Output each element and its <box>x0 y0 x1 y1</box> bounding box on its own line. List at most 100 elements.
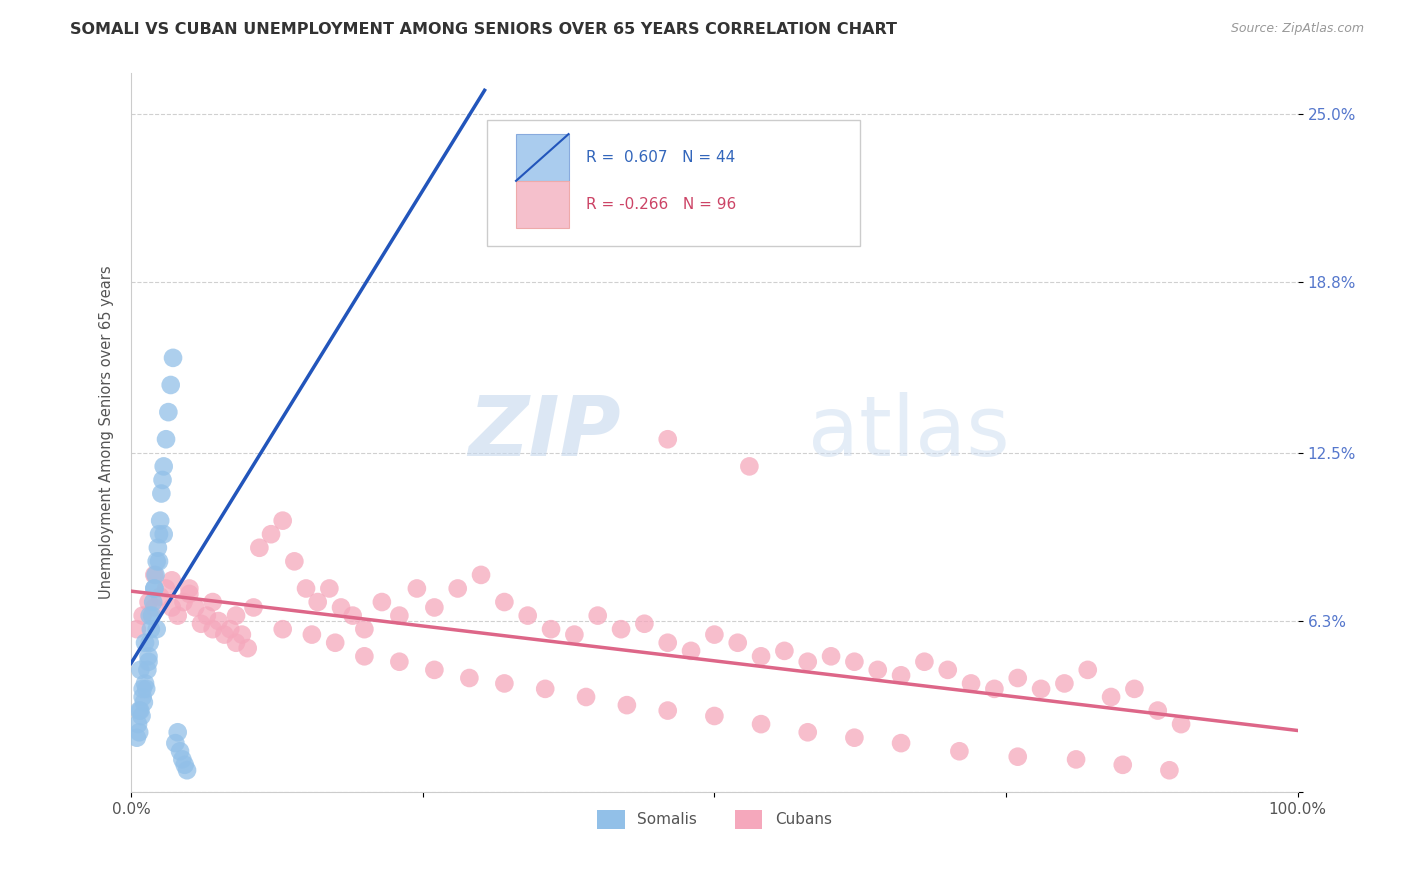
FancyBboxPatch shape <box>516 181 568 227</box>
Point <box>534 681 557 696</box>
Point <box>143 568 166 582</box>
Point <box>152 473 174 487</box>
Point <box>179 582 201 596</box>
Point <box>423 663 446 677</box>
Point <box>219 622 242 636</box>
Point <box>516 608 538 623</box>
Point <box>138 655 160 669</box>
Point <box>131 681 153 696</box>
Point <box>1099 690 1122 704</box>
Point <box>134 676 156 690</box>
Point <box>353 622 375 636</box>
Point <box>796 725 818 739</box>
Point <box>129 704 152 718</box>
Point <box>494 676 516 690</box>
Point <box>371 595 394 609</box>
Point <box>844 655 866 669</box>
Point <box>494 595 516 609</box>
Point <box>236 641 259 656</box>
Point <box>1159 764 1181 778</box>
Point <box>157 405 180 419</box>
Point <box>146 541 169 555</box>
Point <box>1053 676 1076 690</box>
Point <box>330 600 353 615</box>
Point <box>132 695 155 709</box>
Point <box>159 378 181 392</box>
Point <box>1007 671 1029 685</box>
Point <box>1007 749 1029 764</box>
Point <box>143 582 166 596</box>
Point <box>152 459 174 474</box>
Text: R =  0.607   N = 44: R = 0.607 N = 44 <box>586 150 735 165</box>
Point <box>134 636 156 650</box>
Point <box>1123 681 1146 696</box>
Point <box>983 681 1005 696</box>
Point <box>172 752 194 766</box>
Point <box>866 663 889 677</box>
Point <box>231 627 253 641</box>
Point <box>139 622 162 636</box>
Text: R = -0.266   N = 96: R = -0.266 N = 96 <box>586 197 737 211</box>
Point <box>145 554 167 568</box>
Point <box>773 644 796 658</box>
Point <box>260 527 283 541</box>
Point <box>207 614 229 628</box>
Point <box>142 595 165 609</box>
Point <box>166 608 188 623</box>
Point <box>214 627 236 641</box>
Point <box>405 582 427 596</box>
Point <box>749 717 772 731</box>
Point <box>138 649 160 664</box>
Point <box>131 608 153 623</box>
Point <box>242 600 264 615</box>
Point <box>148 527 170 541</box>
Point <box>127 717 149 731</box>
Point <box>195 608 218 623</box>
Point <box>586 608 609 623</box>
Point <box>179 587 201 601</box>
Point <box>447 582 470 596</box>
Point <box>936 663 959 677</box>
Text: ZIP: ZIP <box>468 392 621 473</box>
Point <box>318 582 340 596</box>
Point <box>388 655 411 669</box>
FancyBboxPatch shape <box>486 120 860 245</box>
Point <box>912 655 935 669</box>
Point <box>703 627 725 641</box>
Point <box>610 622 633 636</box>
Point <box>1170 717 1192 731</box>
Point <box>271 622 294 636</box>
Point <box>657 432 679 446</box>
Point <box>141 608 163 623</box>
Text: Source: ZipAtlas.com: Source: ZipAtlas.com <box>1230 22 1364 36</box>
Point <box>657 636 679 650</box>
Point <box>129 663 152 677</box>
Point <box>727 636 749 650</box>
Point <box>388 608 411 623</box>
Point <box>820 649 842 664</box>
Point <box>844 731 866 745</box>
Text: SOMALI VS CUBAN UNEMPLOYMENT AMONG SENIORS OVER 65 YEARS CORRELATION CHART: SOMALI VS CUBAN UNEMPLOYMENT AMONG SENIO… <box>70 22 897 37</box>
Point <box>738 459 761 474</box>
Point <box>564 627 586 641</box>
Point <box>148 554 170 568</box>
Point <box>681 644 703 658</box>
Point <box>160 574 183 588</box>
Point <box>890 736 912 750</box>
Point <box>145 568 167 582</box>
Point <box>184 600 207 615</box>
Point <box>162 351 184 365</box>
Point <box>301 627 323 641</box>
Point <box>353 649 375 664</box>
Point <box>225 608 247 623</box>
Point <box>283 554 305 568</box>
Point <box>575 690 598 704</box>
Point <box>125 731 148 745</box>
Point <box>703 709 725 723</box>
Point <box>201 595 224 609</box>
Point <box>128 725 150 739</box>
FancyBboxPatch shape <box>516 134 568 181</box>
Point <box>295 582 318 596</box>
Point <box>138 595 160 609</box>
Point <box>470 568 492 582</box>
